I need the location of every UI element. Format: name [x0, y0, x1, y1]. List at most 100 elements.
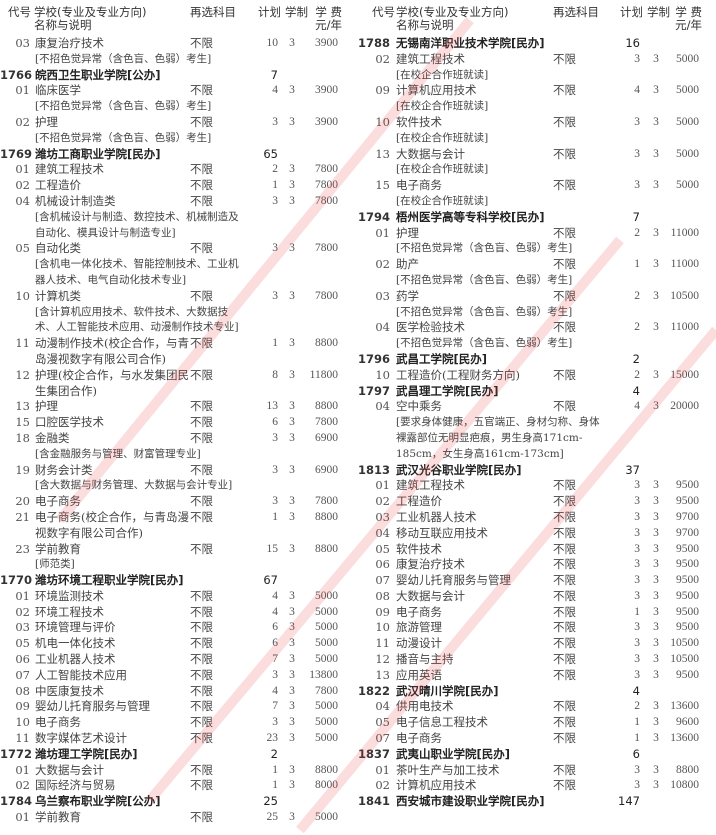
- plan-cell: 2: [272, 163, 278, 176]
- note-text: [在校企合作班就读]: [396, 131, 489, 144]
- years-cell: 3: [653, 637, 659, 650]
- code-cell: 06: [15, 652, 30, 667]
- years-cell: 3: [653, 226, 659, 239]
- code-cell: 03: [15, 36, 30, 50]
- header-plan: 计划: [258, 5, 281, 19]
- plan-cell: 1: [634, 605, 640, 618]
- major-row: 02 助产 不限 1 3 11000: [358, 257, 708, 273]
- name-cell: 西安城市建设职业学院[民办]: [396, 794, 545, 809]
- years-cell: 3: [653, 52, 659, 65]
- plan-cell: 3: [634, 574, 640, 587]
- fee-cell: 8800: [315, 337, 338, 350]
- name-cell: 动漫设计: [396, 636, 442, 651]
- code-cell: 04: [375, 320, 390, 335]
- name-cell: 婴幼儿托育服务与管理: [396, 573, 511, 588]
- plan-cell: 4: [272, 84, 278, 97]
- name-cell: 数字媒体艺术设计: [35, 731, 127, 746]
- years-cell: 3: [653, 179, 659, 192]
- note-text: [含计算机应用技术、软件技术、大数据技 术、人工智能技术应用、动漫制作技术专业]: [35, 305, 239, 334]
- subject-cell: 不限: [553, 367, 576, 382]
- plan-cell: 3: [634, 542, 640, 555]
- plan-cell: 2: [270, 746, 278, 761]
- name-cell: 大数据与会计: [35, 762, 104, 777]
- plan-cell: 6: [272, 416, 278, 429]
- major-row: 04 空中乘务 不限 4 3 20000: [358, 399, 708, 415]
- name-cell: 武夷山职业学院[民办]: [396, 746, 511, 761]
- name-cell: 皖西卫生职业学院[公办]: [35, 67, 161, 82]
- subject-cell: 不限: [190, 241, 213, 256]
- subject-cell: 不限: [190, 336, 213, 351]
- name-cell: 护理: [35, 399, 58, 414]
- major-row: 01 临床医学 不限 4 3 3900: [0, 83, 350, 99]
- years-cell: 3: [653, 495, 659, 508]
- subject-cell: 不限: [190, 667, 213, 682]
- subject-cell: 不限: [190, 715, 213, 730]
- subject-cell: 不限: [553, 114, 576, 129]
- subject-cell: 不限: [553, 83, 576, 98]
- right-column: 代号 学校(专业及专业方向) 名称与说明 再选科目 计划 学制 学 费 元/年 …: [358, 0, 708, 810]
- subject-cell: 不限: [190, 162, 213, 177]
- note-row: [含机械设计与制造、数控技术、机械制造及 自动化、模具设计与制造专业]: [0, 210, 350, 242]
- code-cell: 10: [375, 620, 390, 635]
- years-cell: 3: [289, 763, 295, 776]
- plan-cell: 23: [266, 732, 279, 745]
- name-cell: 潍坊理工学院[民办]: [35, 746, 138, 761]
- plan-cell: 67: [263, 573, 278, 588]
- code-cell: 02: [15, 178, 30, 193]
- years-cell: 3: [289, 163, 295, 176]
- code-cell: 10: [375, 114, 390, 129]
- plan-cell: 3: [272, 716, 278, 729]
- years-cell: 3: [289, 779, 295, 792]
- subject-cell: 不限: [190, 494, 213, 509]
- header-code: 代号: [8, 5, 31, 19]
- subject-cell: 不限: [553, 146, 576, 161]
- school-row: 1784 乌兰察布职业学院[公办] 25: [0, 794, 350, 810]
- name-cell: 建筑工程技术: [396, 51, 465, 66]
- name-cell: 电子商务: [396, 731, 442, 746]
- years-cell: 3: [289, 37, 295, 49]
- subject-cell: 不限: [553, 620, 576, 635]
- plan-cell: 4: [632, 683, 640, 698]
- fee-cell: 20000: [670, 400, 699, 413]
- fee-cell: 6900: [315, 463, 338, 476]
- code-cell: 13: [15, 399, 30, 414]
- fee-cell: 9500: [676, 574, 699, 587]
- plan-cell: 3: [634, 115, 640, 128]
- code-cell: 01: [15, 162, 30, 177]
- major-row: 13 大数据与会计 不限 3 3 5000: [358, 147, 708, 163]
- code-cell: 02: [375, 257, 390, 272]
- years-cell: 3: [289, 242, 295, 255]
- years-cell: 3: [289, 637, 295, 650]
- major-row: 06 工业机器人技术 不限 7 3 5000: [0, 652, 350, 668]
- code-cell: 09: [375, 83, 390, 98]
- subject-cell: 不限: [553, 557, 576, 572]
- left-column: 代号 学校(专业及专业方向) 名称与说明 再选科目 计划 学制 学 费 元/年 …: [0, 0, 350, 826]
- fee-cell: 15000: [670, 368, 699, 381]
- major-row: 15 口腔医学技术 不限 6 3 7800: [0, 415, 350, 431]
- subject-cell: 不限: [190, 810, 213, 825]
- years-cell: 3: [289, 115, 295, 128]
- header-fee: 学 费 元/年: [315, 5, 342, 32]
- major-row: 05 机电一体化技术 不限 6 3 5000: [0, 636, 350, 652]
- subject-cell: 不限: [553, 178, 576, 193]
- code-cell: 09: [15, 699, 30, 714]
- note-text: [不招色觉异常（含色盲、色弱）考生]: [396, 273, 573, 286]
- table-header: 代号 学校(专业及专业方向) 名称与说明 再选科目 计划 学制 学 费 元/年: [358, 0, 708, 36]
- years-cell: 3: [653, 732, 659, 745]
- note-text: [不招色觉异常（含色盲、色弱）考生]: [35, 52, 212, 65]
- subject-cell: 不限: [190, 762, 213, 777]
- subject-cell: 不限: [190, 509, 213, 524]
- name-cell: 计算机应用技术: [396, 83, 477, 98]
- fee-cell: 3900: [315, 115, 338, 128]
- code-cell: 1769: [0, 146, 33, 161]
- fee-cell: 10800: [670, 779, 699, 792]
- subject-cell: 不限: [553, 494, 576, 509]
- major-row: 12 播音与主持 不限 3 3 10500: [358, 652, 708, 668]
- code-cell: 1794: [358, 209, 391, 224]
- major-row: 13 护理 不限 13 3 8800: [0, 399, 350, 415]
- major-row: 05 软件技术 不限 3 3 9500: [358, 542, 708, 558]
- code-cell: 18: [15, 430, 30, 445]
- major-row: 02 国际经济与贸易 不限 1 3 8000: [0, 778, 350, 794]
- years-cell: 3: [289, 732, 295, 745]
